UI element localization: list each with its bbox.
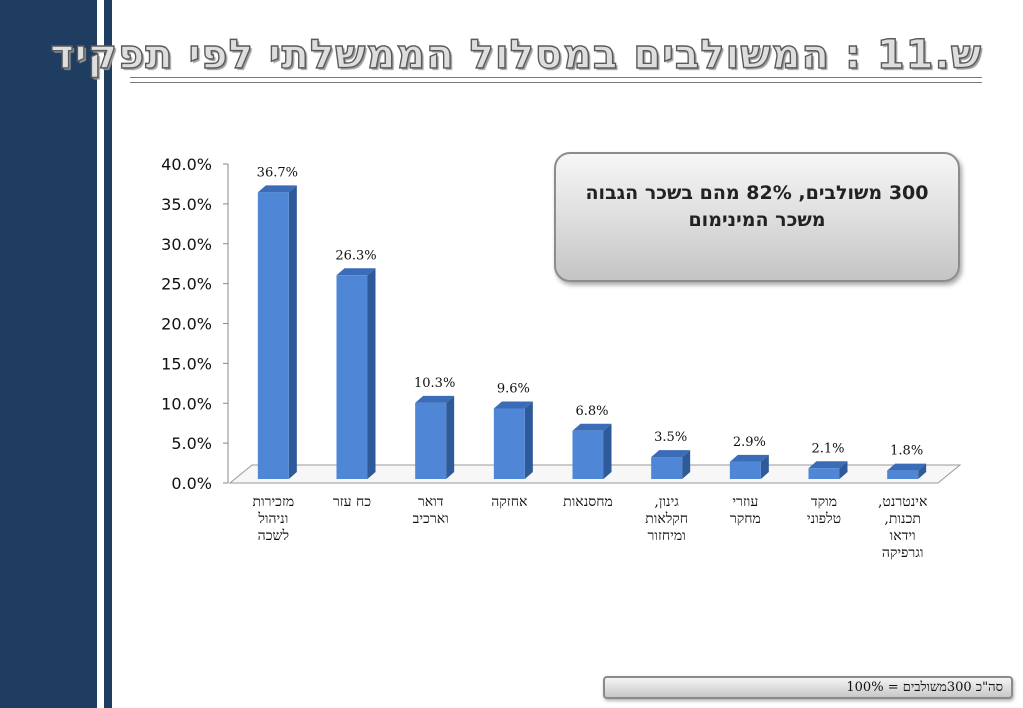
x-tick-label: מחסנאות — [563, 494, 613, 510]
bar-side — [839, 461, 848, 479]
x-tick-label: גינון, חקלאות ומיחזור — [645, 494, 689, 544]
y-tick-label: 0.0% — [171, 474, 212, 493]
y-tick-label: 30.0% — [161, 235, 212, 254]
sidebar-stripe — [104, 0, 112, 708]
y-tick-label: 35.0% — [161, 195, 212, 214]
callout-text: 300 משולבים, 82% מהם בשכר הגבוה משכר המי… — [585, 182, 929, 231]
bar — [651, 457, 683, 479]
data-label: 2.1% — [811, 441, 844, 456]
bar — [572, 430, 604, 479]
bar-top — [257, 185, 297, 193]
data-label: 1.8% — [890, 444, 923, 459]
bar-top — [651, 450, 691, 458]
x-tick-label: אינטרנט, תכנות, וידאו וגרפיקה — [877, 494, 928, 561]
y-tick-label: 10.0% — [161, 394, 212, 413]
sidebar-bar — [0, 0, 97, 708]
data-label: 10.3% — [414, 376, 455, 391]
bar-top — [493, 401, 533, 409]
x-tick-label: עוזרי מחקר — [729, 494, 761, 527]
bar — [257, 192, 289, 479]
title-underline — [130, 77, 982, 83]
x-tick-label: דואר וארכיב — [412, 494, 449, 527]
x-tick-label: מוקד טלפוני — [806, 494, 842, 527]
bar-side — [918, 463, 927, 479]
callout-box: 300 משולבים, 82% מהם בשכר הגבוה משכר המי… — [554, 152, 960, 282]
bar-side — [288, 185, 297, 479]
bar-top — [336, 268, 376, 276]
bar — [336, 275, 368, 479]
x-tick-label: כח עזר — [332, 494, 372, 510]
bar-side — [446, 395, 455, 479]
bar-side — [682, 450, 691, 479]
bar-top — [808, 461, 848, 469]
x-tick-label: אחזקה — [491, 494, 528, 510]
data-label: 2.9% — [733, 435, 766, 450]
footer-note: סה"כ 300משולבים = 100% — [846, 680, 1003, 695]
bar — [808, 468, 840, 479]
bar-side — [524, 401, 533, 479]
y-tick-label: 20.0% — [161, 315, 212, 334]
data-label: 6.8% — [575, 404, 608, 419]
bar — [729, 461, 761, 479]
bar — [415, 402, 447, 479]
bar-side — [603, 423, 612, 479]
bar — [887, 470, 919, 479]
page-title: ש.11 : המשולבים במסלול הממשלתי לפי תפקיד — [50, 31, 982, 78]
y-tick-label: 15.0% — [161, 354, 212, 373]
bar-top — [415, 395, 455, 403]
y-tick-label: 25.0% — [161, 275, 212, 294]
bar-side — [367, 268, 376, 479]
bar-side — [760, 454, 769, 479]
bar-top — [887, 463, 927, 471]
data-label: 9.6% — [497, 381, 530, 396]
data-label: 26.3% — [335, 248, 376, 263]
x-tick-label: מזכירות וניהול לשכה — [252, 494, 295, 544]
footer-box — [603, 676, 1013, 699]
data-label: 36.7% — [257, 165, 298, 180]
y-tick-label: 5.0% — [171, 434, 212, 453]
data-label: 3.5% — [654, 430, 687, 445]
bar-top — [729, 454, 769, 462]
bar — [493, 408, 525, 479]
bar-top — [572, 423, 612, 431]
y-tick-label: 40.0% — [161, 155, 212, 174]
